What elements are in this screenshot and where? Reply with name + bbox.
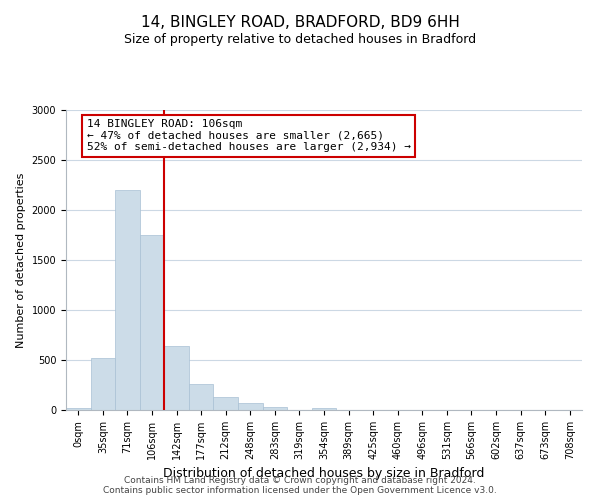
Y-axis label: Number of detached properties: Number of detached properties: [16, 172, 26, 348]
Bar: [66, 408, 91, 410]
Bar: [189, 384, 214, 410]
X-axis label: Distribution of detached houses by size in Bradford: Distribution of detached houses by size …: [163, 468, 485, 480]
Text: Contains HM Land Registry data © Crown copyright and database right 2024.
Contai: Contains HM Land Registry data © Crown c…: [103, 476, 497, 495]
Bar: [91, 358, 115, 410]
Bar: [140, 235, 164, 410]
Text: 14 BINGLEY ROAD: 106sqm
← 47% of detached houses are smaller (2,665)
52% of semi: 14 BINGLEY ROAD: 106sqm ← 47% of detache…: [86, 119, 410, 152]
Bar: [214, 396, 238, 410]
Bar: [238, 402, 263, 410]
Text: 14, BINGLEY ROAD, BRADFORD, BD9 6HH: 14, BINGLEY ROAD, BRADFORD, BD9 6HH: [140, 15, 460, 30]
Bar: [263, 407, 287, 410]
Bar: [115, 190, 140, 410]
Text: Size of property relative to detached houses in Bradford: Size of property relative to detached ho…: [124, 32, 476, 46]
Bar: [312, 408, 336, 410]
Bar: [164, 346, 189, 410]
